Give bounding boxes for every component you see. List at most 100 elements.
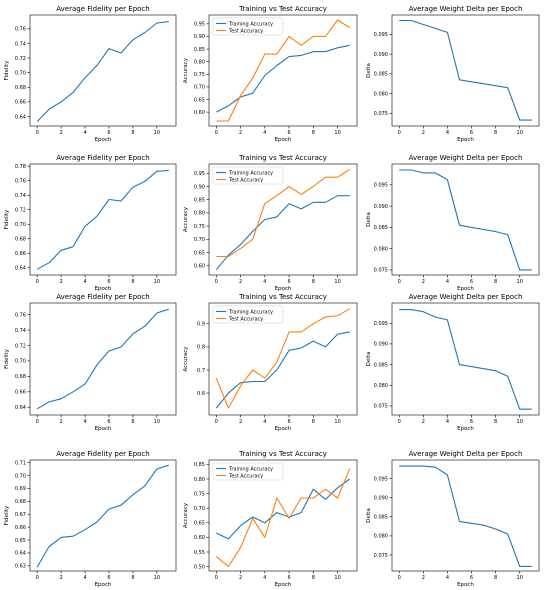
- legend-label: Training Accuracy: [228, 170, 273, 176]
- y-tick-label: 0.085: [374, 225, 388, 231]
- chart-title: Average Fidelity per Epoch: [56, 5, 149, 13]
- series-line-test-accuracy: [215, 468, 351, 568]
- x-tick-label: 10: [334, 130, 340, 136]
- y-tick-label: 0.70: [15, 70, 26, 76]
- x-tick-label: 10: [334, 419, 340, 425]
- x-tick-label: 10: [154, 130, 160, 136]
- x-tick-label: 2: [239, 575, 242, 581]
- y-tick-label: 0.80: [194, 59, 205, 65]
- y-tick-label: 0.085: [374, 362, 388, 368]
- chart-title: Average Fidelity per Epoch: [56, 450, 149, 458]
- x-tick-label: 8: [131, 419, 134, 425]
- series-line: [399, 169, 532, 271]
- y-tick-label: 0.75: [194, 224, 205, 230]
- plot-frame: [391, 302, 540, 416]
- x-axis-label: Epoch: [457, 137, 474, 143]
- x-tick-label: 6: [287, 575, 290, 581]
- y-tick-label: 0.66: [15, 251, 26, 257]
- chart-panel: 0 2 4 6 8 10 0.075 0.080 0.085 0.090 0.095 Average …: [366, 5, 540, 143]
- y-tick-label: 0.90: [194, 184, 205, 190]
- y-tick-label: 0.80: [194, 211, 205, 217]
- x-tick-label: 2: [60, 279, 63, 285]
- x-tick-label: 8: [494, 279, 497, 285]
- x-tick-label: 4: [83, 419, 86, 425]
- y-tick-label: 0.64: [15, 405, 26, 411]
- plot-frame: [391, 14, 540, 127]
- legend-label: Training Accuracy: [228, 21, 273, 27]
- y-tick-label: 0.85: [194, 47, 205, 53]
- chart-title: Training vs Test Accuracy: [238, 450, 327, 458]
- x-tick-label: 6: [287, 279, 290, 285]
- y-tick-label: 0.75: [194, 72, 205, 78]
- x-tick-label: 0: [398, 419, 401, 425]
- x-tick-label: 2: [422, 130, 425, 136]
- plot-frame: [29, 14, 177, 127]
- y-tick-label: 0.60: [194, 264, 205, 270]
- x-tick-label: 6: [470, 279, 473, 285]
- y-tick-label: 0.080: [374, 91, 388, 97]
- x-axis-label: Epoch: [275, 582, 292, 588]
- legend-box: [212, 462, 284, 481]
- chart-panel: 0 2 4 6 8 10 0.075 0.080 0.085 0.090 0.095 Average …: [366, 450, 540, 588]
- x-tick-label: 8: [131, 279, 134, 285]
- chart-title: Average Weight Delta per Epoch: [409, 5, 523, 13]
- y-tick-label: 0.075: [374, 268, 388, 274]
- y-tick-label: 0.68: [15, 374, 26, 380]
- plot-frame: [29, 163, 177, 276]
- x-tick-label: 6: [287, 130, 290, 136]
- y-axis-label: Accuracy: [183, 206, 189, 232]
- y-axis-label: Delta: [366, 352, 372, 367]
- y-tick-label: 0.60: [194, 535, 205, 541]
- series-line-training-accuracy: [216, 44, 350, 113]
- y-tick-label: 0.65: [194, 250, 205, 256]
- x-axis-label: Epoch: [275, 426, 292, 432]
- x-tick-label: 8: [312, 279, 315, 285]
- x-tick-label: 4: [263, 130, 266, 136]
- legend-label: Training Accuracy: [228, 466, 273, 472]
- plot-frame: [391, 163, 540, 276]
- y-tick-label: 0.68: [15, 499, 26, 505]
- chart-panel: 0 2 4 6 8 10 0.50 0.55 0.60 0.65 0.70 0.75 0.80 0.85 T…: [183, 450, 358, 588]
- chart-title: Average Fidelity per Epoch: [56, 154, 149, 162]
- x-tick-label: 6: [107, 575, 110, 581]
- x-tick-label: 10: [154, 575, 160, 581]
- x-tick-label: 10: [517, 419, 523, 425]
- y-tick-label: 0.72: [15, 343, 26, 349]
- y-tick-label: 0.66: [15, 100, 26, 106]
- y-tick-label: 0.70: [194, 237, 205, 243]
- legend-label: Training Accuracy: [228, 309, 273, 315]
- x-axis-label: Epoch: [275, 137, 292, 143]
- x-tick-label: 8: [494, 575, 497, 581]
- chart-panel: 0 2 4 6 8 10 0.60 0.65 0.70 0.75 0.80 0.85 0.90 0.95 T…: [183, 5, 358, 143]
- y-axis-label: Fidelity: [4, 348, 10, 368]
- x-tick-label: 2: [422, 279, 425, 285]
- y-tick-label: 0.72: [15, 56, 26, 62]
- x-tick-label: 2: [60, 419, 63, 425]
- y-tick-label: 0.72: [15, 208, 26, 214]
- x-tick-label: 8: [494, 130, 497, 136]
- plot-frame: [29, 302, 177, 416]
- chart-title: Average Fidelity per Epoch: [56, 293, 149, 301]
- chart-title: Training vs Test Accuracy: [238, 5, 327, 13]
- x-tick-label: 4: [446, 575, 449, 581]
- y-tick-label: 0.64: [15, 114, 26, 120]
- y-tick-label: 0.74: [15, 41, 26, 47]
- legend-box: [212, 305, 284, 324]
- x-tick-label: 6: [287, 419, 290, 425]
- y-tick-label: 0.085: [374, 72, 388, 78]
- x-tick-label: 8: [131, 130, 134, 136]
- y-tick-label: 0.50: [194, 564, 205, 570]
- y-tick-label: 0.090: [374, 496, 388, 502]
- x-tick-label: 10: [154, 279, 160, 285]
- legend-box: [212, 17, 284, 36]
- y-tick-label: 0.85: [194, 462, 205, 468]
- x-tick-label: 2: [422, 575, 425, 581]
- y-tick-label: 0.75: [194, 491, 205, 497]
- x-tick-label: 0: [398, 575, 401, 581]
- y-tick-label: 0.80: [194, 477, 205, 483]
- y-tick-label: 0.85: [194, 197, 205, 203]
- chart-title: Average Weight Delta per Epoch: [409, 154, 523, 162]
- y-tick-label: 0.9: [197, 322, 205, 328]
